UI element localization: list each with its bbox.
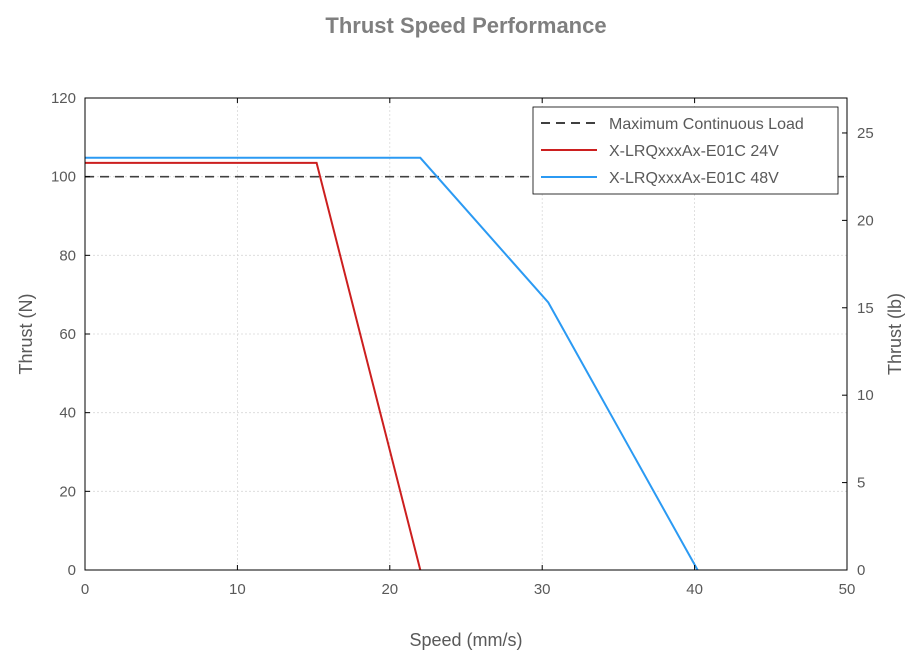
y2-tick-label: 15 bbox=[857, 300, 874, 317]
x-tick-label: 50 bbox=[839, 581, 856, 598]
y-tick-label: 80 bbox=[59, 247, 76, 264]
y-axis-label: Thrust (N) bbox=[16, 294, 36, 375]
y2-tick-label: 10 bbox=[857, 387, 874, 404]
y2-tick-label: 20 bbox=[857, 212, 874, 229]
x-tick-label: 40 bbox=[686, 581, 703, 598]
y-tick-label: 0 bbox=[68, 562, 76, 579]
y-tick-label: 20 bbox=[59, 483, 76, 500]
x-tick-label: 20 bbox=[381, 581, 398, 598]
y2-tick-label: 5 bbox=[857, 475, 865, 492]
y-tick-label: 60 bbox=[59, 326, 76, 343]
legend-label: Maximum Continuous Load bbox=[609, 116, 804, 133]
legend-label: X-LRQxxxAx-E01C 24V bbox=[609, 143, 779, 160]
y-tick-label: 100 bbox=[51, 169, 76, 186]
y-tick-label: 120 bbox=[51, 90, 76, 107]
x-tick-label: 0 bbox=[81, 581, 89, 598]
series-lines bbox=[85, 156, 847, 571]
y-tick-label: 40 bbox=[59, 405, 76, 422]
series-line-2 bbox=[85, 161, 422, 571]
x-axis-label: Speed (mm/s) bbox=[409, 630, 522, 650]
x-tick-label: 10 bbox=[229, 581, 246, 598]
y2-tick-label: 25 bbox=[857, 125, 874, 142]
y2-tick-label: 0 bbox=[857, 562, 865, 579]
legend: Maximum Continuous Load X-LRQxxxAx-E01C 2… bbox=[532, 106, 839, 195]
series-line-3 bbox=[85, 156, 699, 571]
legend-label: X-LRQxxxAx-E01C 48V bbox=[609, 170, 779, 187]
y2-axis-label: Thrust (lb) bbox=[885, 293, 905, 375]
x-tick-label: 30 bbox=[534, 581, 551, 598]
chart-title: Thrust Speed Performance bbox=[325, 13, 606, 38]
